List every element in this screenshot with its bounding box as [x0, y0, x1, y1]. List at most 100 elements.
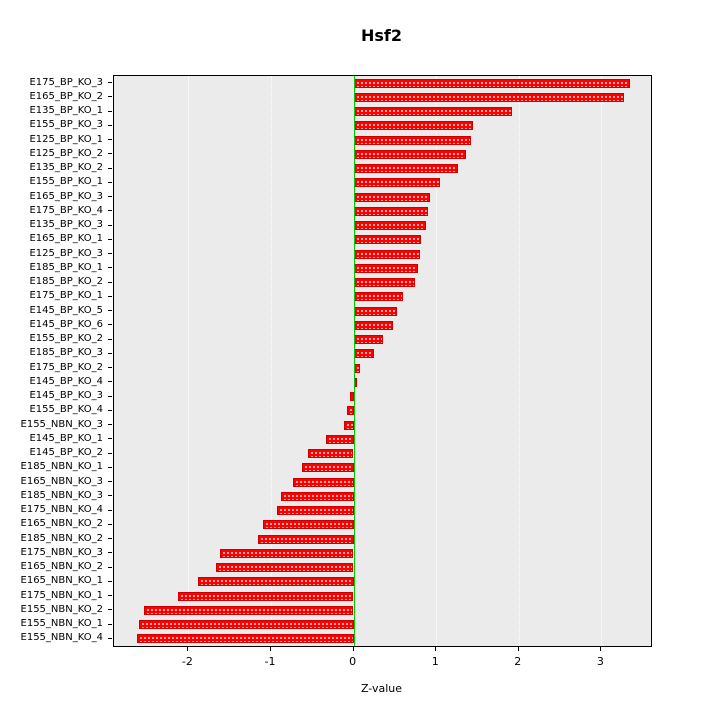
y-tick: [108, 110, 112, 112]
bar: [353, 192, 431, 202]
y-tick: [108, 167, 112, 169]
x-tick: [352, 646, 354, 651]
bar: [353, 249, 420, 259]
x-tick: [600, 646, 602, 651]
bar: [308, 449, 354, 459]
zero-line: [353, 76, 355, 646]
y-tick: [108, 566, 112, 568]
y-tick: [108, 381, 112, 383]
y-tick: [108, 352, 112, 354]
bar: [353, 278, 415, 288]
bar: [353, 164, 458, 174]
y-tick: [108, 609, 112, 611]
bar: [216, 563, 354, 573]
bar: [353, 78, 631, 88]
y-tick-label: E175_NBN_KO_3: [20, 546, 103, 558]
y-tick: [108, 523, 112, 525]
y-tick: [108, 224, 112, 226]
y-tick-label: E165_NBN_KO_2: [20, 518, 103, 530]
x-tick-label: 1: [431, 655, 439, 668]
bar: [302, 463, 354, 473]
y-tick-label: E155_BP_KO_1: [29, 176, 103, 188]
bar: [349, 392, 354, 402]
y-tick: [108, 196, 112, 198]
bar: [276, 506, 354, 516]
bar: [353, 320, 394, 330]
y-tick-label: E135_BP_KO_2: [29, 162, 103, 174]
y-tick-label: E135_BP_KO_3: [29, 219, 103, 231]
bar: [293, 477, 354, 487]
plot-area: [113, 75, 652, 647]
y-tick: [108, 295, 112, 297]
x-tick-label: 0: [349, 655, 357, 668]
y-tick-label: E165_BP_KO_2: [29, 90, 103, 102]
y-tick-label: E165_BP_KO_1: [29, 233, 103, 245]
bar: [353, 135, 471, 145]
x-tick-label: 2: [514, 655, 522, 668]
y-tick: [108, 509, 112, 511]
bar: [353, 335, 384, 345]
bar: [280, 491, 354, 501]
x-tick: [517, 646, 519, 651]
y-tick: [108, 210, 112, 212]
y-tick-label: E125_BP_KO_1: [29, 133, 103, 145]
y-tick: [108, 637, 112, 639]
y-tick: [108, 338, 112, 340]
y-tick-label: E155_BP_KO_2: [29, 333, 103, 345]
y-tick: [108, 253, 112, 255]
grid-line: [271, 76, 272, 646]
bar: [138, 620, 354, 630]
y-tick: [108, 580, 112, 582]
y-tick-label: E185_BP_KO_2: [29, 276, 103, 288]
y-tick: [108, 495, 112, 497]
y-tick-label: E185_BP_KO_1: [29, 261, 103, 273]
y-tick: [108, 139, 112, 141]
y-tick-label: E185_BP_KO_3: [29, 347, 103, 359]
y-tick-label: E175_BP_KO_1: [29, 290, 103, 302]
bar: [353, 263, 418, 273]
bar: [219, 548, 354, 558]
grid-line: [518, 76, 520, 646]
x-tick-label: -1: [264, 655, 276, 668]
y-tick-label: E165_BP_KO_3: [29, 190, 103, 202]
bar: [257, 534, 354, 544]
bar: [353, 221, 427, 231]
bar: [262, 520, 354, 530]
y-tick: [108, 124, 112, 126]
bar: [353, 292, 404, 302]
y-tick-label: E175_BP_KO_3: [29, 76, 103, 88]
x-tick-label: -2: [181, 655, 193, 668]
y-tick-label: E175_BP_KO_2: [29, 361, 103, 373]
grid-line: [436, 76, 438, 646]
y-tick-label: E165_NBN_KO_1: [20, 575, 103, 587]
y-tick-label: E175_NBN_KO_1: [20, 589, 103, 601]
y-tick: [108, 82, 112, 84]
y-tick: [108, 538, 112, 540]
grid-line: [601, 76, 603, 646]
y-tick: [108, 367, 112, 369]
y-tick: [108, 466, 112, 468]
x-tick: [435, 646, 437, 651]
bar: [143, 605, 354, 615]
y-tick-label: E175_BP_KO_4: [29, 204, 103, 216]
y-tick-label: E145_BP_KO_5: [29, 304, 103, 316]
y-tick-label: E165_NBN_KO_2: [20, 561, 103, 573]
bar: [347, 406, 354, 416]
y-tick: [108, 452, 112, 454]
bar: [353, 206, 428, 216]
y-tick-label: E185_NBN_KO_3: [20, 489, 103, 501]
y-tick: [108, 281, 112, 283]
bar: [353, 92, 624, 102]
bar: [343, 420, 354, 430]
y-tick: [108, 481, 112, 483]
y-tick-label: E175_NBN_KO_4: [20, 504, 103, 516]
bar: [137, 634, 354, 644]
y-tick: [108, 181, 112, 183]
y-tick-label: E125_BP_KO_3: [29, 247, 103, 259]
bar: [353, 121, 474, 131]
bar: [178, 591, 354, 601]
y-tick-label: E145_BP_KO_4: [29, 375, 103, 387]
y-tick: [108, 395, 112, 397]
y-tick-label: E185_NBN_KO_2: [20, 532, 103, 544]
